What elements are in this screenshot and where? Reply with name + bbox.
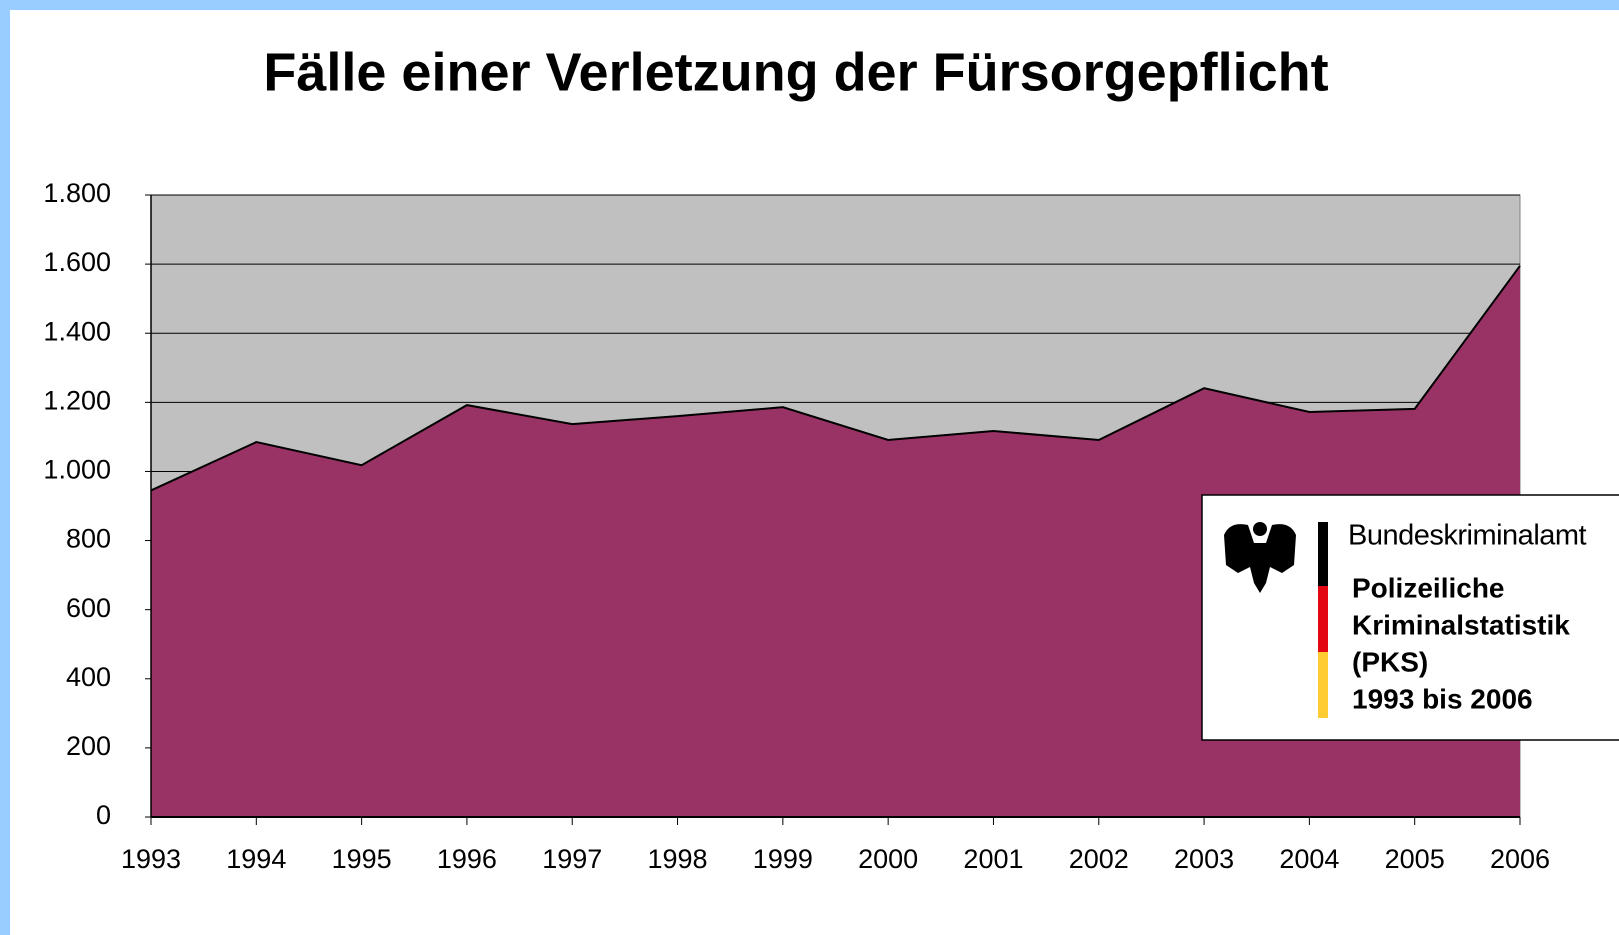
eagle-wings	[1224, 524, 1296, 593]
eagle-head	[1253, 522, 1267, 536]
flag-black	[1318, 522, 1328, 586]
y-tick-label: 400	[66, 662, 111, 692]
y-tick-label: 800	[66, 524, 111, 554]
area	[151, 265, 1520, 817]
x-tick-label: 1993	[121, 844, 181, 874]
x-tick-label: 1997	[542, 844, 602, 874]
chart-title: Fälle einer Verletzung der Fürsorgepflic…	[263, 42, 1328, 102]
source-line: Polizeiliche	[1352, 572, 1505, 603]
x-tick-label: 1995	[332, 844, 392, 874]
flag-gold	[1318, 652, 1328, 718]
source-line: 1993 bis 2006	[1352, 683, 1533, 714]
x-tick-label: 2006	[1490, 844, 1550, 874]
chart: Fälle einer Verletzung der Fürsorgepflic…	[10, 10, 1619, 935]
y-tick-label: 1.200	[43, 385, 111, 415]
x-tick-label: 1996	[437, 844, 497, 874]
y-tick-label: 1.800	[43, 178, 111, 208]
y-tick-label: 1.600	[43, 247, 111, 277]
y-tick-label: 1.400	[43, 316, 111, 346]
x-tick-label: 1999	[753, 844, 813, 874]
x-tick-label: 1998	[647, 844, 707, 874]
source-line: Kriminalstatistik	[1352, 609, 1570, 640]
x-tick-label: 1994	[226, 844, 286, 874]
y-tick-label: 0	[96, 800, 111, 830]
x-tick-label: 2000	[858, 844, 918, 874]
x-tick-label: 2001	[963, 844, 1023, 874]
x-tick-label: 2004	[1279, 844, 1339, 874]
flag-red	[1318, 586, 1328, 652]
y-tick-label: 200	[66, 731, 111, 761]
x-tick-label: 2003	[1174, 844, 1234, 874]
y-tick-label: 1.000	[43, 455, 111, 485]
y-tick-label: 600	[66, 593, 111, 623]
source-line: (PKS)	[1352, 646, 1428, 677]
x-tick-label: 2005	[1385, 844, 1445, 874]
area-line	[150, 265, 1521, 492]
eagle-icon	[1224, 522, 1296, 593]
agency-name: Bundeskriminalamt	[1348, 520, 1587, 552]
source-box: Bundeskriminalamt Polizeiliche Kriminalsta…	[1201, 494, 1619, 741]
x-tick-label: 2002	[1069, 844, 1129, 874]
